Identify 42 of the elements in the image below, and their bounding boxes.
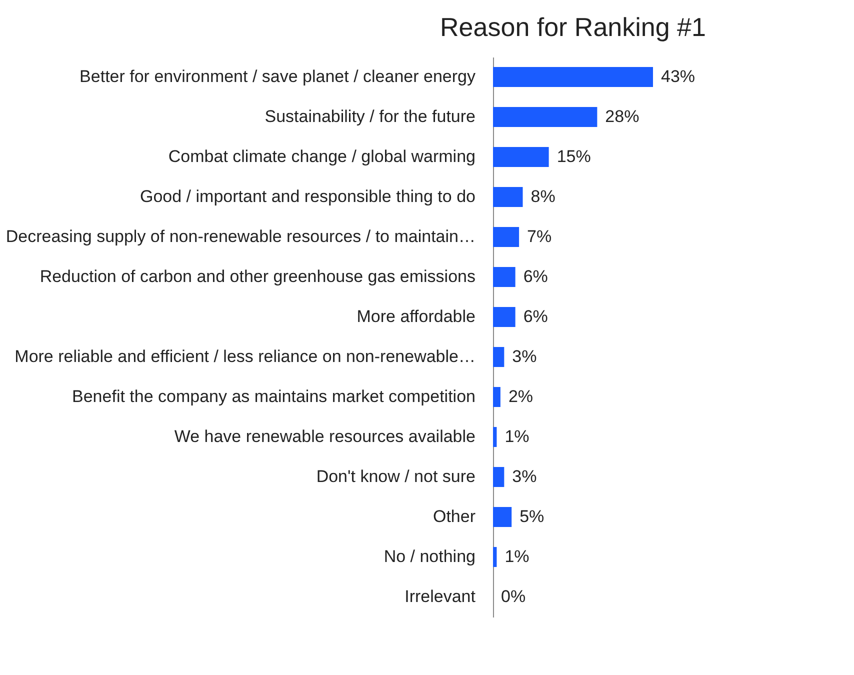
bar xyxy=(493,507,512,527)
bar xyxy=(493,467,504,487)
data-label: 8% xyxy=(530,187,556,206)
data-label: 15% xyxy=(556,147,591,166)
data-label: 3% xyxy=(512,347,537,366)
y-tick-label: No / nothing xyxy=(384,547,476,566)
data-label: 5% xyxy=(520,507,544,526)
y-tick-label: More affordable xyxy=(356,307,476,326)
bar xyxy=(493,347,504,367)
data-label: 1% xyxy=(504,427,530,446)
bar xyxy=(493,547,497,567)
y-tick-label: Irrelevant xyxy=(404,587,476,606)
bar xyxy=(493,147,549,167)
chart-title: Reason for Ranking #1 xyxy=(440,12,706,42)
y-tick-label: Benefit the company as maintains market competition xyxy=(72,387,476,406)
bar xyxy=(493,267,516,287)
bar xyxy=(493,387,500,407)
y-tick-label: Combat climate change / global warming xyxy=(168,147,476,166)
y-tick-label: Other xyxy=(432,507,476,526)
bar xyxy=(493,107,598,127)
y-tick-label: More reliable and efficient / less reliance on non-renewable… xyxy=(14,347,476,366)
bar xyxy=(493,227,520,247)
data-label: 6% xyxy=(523,267,548,286)
bar xyxy=(493,427,497,447)
data-label: 7% xyxy=(527,227,552,246)
data-label: 6% xyxy=(523,307,548,326)
bar xyxy=(493,187,523,207)
y-tick-label: Good / important and responsible thing to do xyxy=(140,187,476,206)
y-tick-label: Better for environment / save planet / cleaner energy xyxy=(80,67,476,86)
data-label: 1% xyxy=(504,547,530,566)
y-tick-label: Sustainability / for the future xyxy=(264,107,476,126)
y-tick-label: Reduction of carbon and other greenhouse gas emissions xyxy=(40,267,476,286)
data-label: 28% xyxy=(605,107,640,126)
bar xyxy=(493,307,516,327)
y-tick-label: Don't know / not sure xyxy=(316,467,476,486)
bar xyxy=(493,67,653,87)
y-tick-label: Decreasing supply of non-renewable resources / to maintain… xyxy=(6,227,476,246)
data-label: 43% xyxy=(661,67,696,86)
data-label: 2% xyxy=(508,387,534,406)
y-tick-label: We have renewable resources available xyxy=(174,427,476,446)
data-label: 0% xyxy=(501,587,526,606)
data-label: 3% xyxy=(512,467,537,486)
